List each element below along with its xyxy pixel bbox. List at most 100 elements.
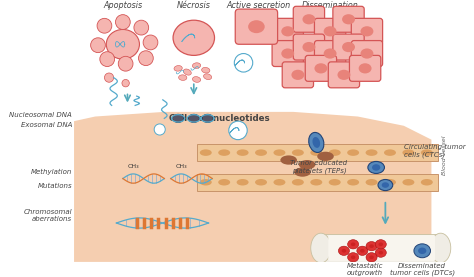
FancyBboxPatch shape <box>272 18 303 44</box>
Text: Tumor educated
platelets (TEPs): Tumor educated platelets (TEPs) <box>291 160 347 174</box>
Ellipse shape <box>281 48 294 59</box>
Ellipse shape <box>292 149 304 156</box>
Ellipse shape <box>382 182 389 188</box>
Ellipse shape <box>192 77 201 82</box>
Ellipse shape <box>299 160 315 169</box>
Ellipse shape <box>342 14 355 24</box>
Circle shape <box>118 56 133 71</box>
Ellipse shape <box>280 155 297 165</box>
FancyBboxPatch shape <box>351 40 383 66</box>
Ellipse shape <box>430 233 451 263</box>
Ellipse shape <box>255 149 267 156</box>
Ellipse shape <box>378 179 393 191</box>
Text: Apoptosis: Apoptosis <box>103 1 142 10</box>
Ellipse shape <box>311 233 331 263</box>
Text: Circulating tumor
cells (CTCs): Circulating tumor cells (CTCs) <box>404 144 465 158</box>
FancyBboxPatch shape <box>349 55 381 81</box>
Circle shape <box>138 51 153 66</box>
Ellipse shape <box>384 179 396 186</box>
Ellipse shape <box>337 70 350 80</box>
Ellipse shape <box>351 242 356 246</box>
Text: Dissemination: Dissemination <box>301 1 358 10</box>
Ellipse shape <box>369 255 374 259</box>
Text: Methylation: Methylation <box>31 169 72 175</box>
Ellipse shape <box>179 75 187 81</box>
FancyBboxPatch shape <box>328 235 435 261</box>
Text: Chromosomal
aberrations: Chromosomal aberrations <box>24 209 72 222</box>
Ellipse shape <box>369 244 374 248</box>
Ellipse shape <box>421 149 433 156</box>
Text: CH₃: CH₃ <box>128 164 140 169</box>
Circle shape <box>100 52 115 66</box>
FancyBboxPatch shape <box>272 40 303 66</box>
Ellipse shape <box>302 42 315 52</box>
Ellipse shape <box>347 240 359 249</box>
FancyBboxPatch shape <box>328 62 360 88</box>
Ellipse shape <box>368 161 384 173</box>
Ellipse shape <box>357 246 368 255</box>
Ellipse shape <box>366 253 377 262</box>
Ellipse shape <box>324 26 337 36</box>
Text: Disseminated
tumor cells (DTCs): Disseminated tumor cells (DTCs) <box>390 263 455 276</box>
Ellipse shape <box>255 179 267 186</box>
Text: Exosomal DNA: Exosomal DNA <box>21 122 72 128</box>
Circle shape <box>116 15 130 29</box>
Ellipse shape <box>378 242 383 246</box>
FancyBboxPatch shape <box>197 144 438 161</box>
Circle shape <box>134 20 149 35</box>
Text: Nucleosomal DNA: Nucleosomal DNA <box>9 112 72 117</box>
FancyBboxPatch shape <box>235 9 278 44</box>
Text: Metastatic
outgrowth: Metastatic outgrowth <box>347 263 383 276</box>
Circle shape <box>91 38 105 53</box>
Ellipse shape <box>106 29 139 59</box>
Ellipse shape <box>310 179 322 186</box>
Ellipse shape <box>329 149 341 156</box>
Text: Blood vessel: Blood vessel <box>442 135 447 175</box>
Ellipse shape <box>281 26 294 36</box>
Ellipse shape <box>361 48 374 59</box>
Ellipse shape <box>302 14 315 24</box>
Text: Active secretion: Active secretion <box>226 1 291 10</box>
Ellipse shape <box>347 179 359 186</box>
Ellipse shape <box>310 149 322 156</box>
Ellipse shape <box>292 70 304 80</box>
Ellipse shape <box>237 179 248 186</box>
Ellipse shape <box>366 242 377 251</box>
Ellipse shape <box>375 248 386 257</box>
Ellipse shape <box>312 137 320 148</box>
Ellipse shape <box>173 20 215 55</box>
Text: Nécrosis: Nécrosis <box>177 1 211 10</box>
Ellipse shape <box>347 149 359 156</box>
Ellipse shape <box>183 69 191 75</box>
FancyBboxPatch shape <box>314 40 346 66</box>
Circle shape <box>122 79 129 87</box>
FancyBboxPatch shape <box>351 18 383 44</box>
Ellipse shape <box>200 149 212 156</box>
Circle shape <box>234 53 253 72</box>
Ellipse shape <box>202 67 210 73</box>
Ellipse shape <box>174 65 182 71</box>
Ellipse shape <box>248 20 264 33</box>
Circle shape <box>97 18 112 33</box>
Ellipse shape <box>375 240 386 249</box>
Ellipse shape <box>342 42 355 52</box>
Text: Mutations: Mutations <box>37 183 72 189</box>
Ellipse shape <box>402 149 414 156</box>
Ellipse shape <box>365 149 378 156</box>
Ellipse shape <box>273 149 285 156</box>
Ellipse shape <box>237 149 248 156</box>
Ellipse shape <box>314 63 328 73</box>
Ellipse shape <box>418 248 426 254</box>
FancyBboxPatch shape <box>333 34 364 60</box>
FancyBboxPatch shape <box>282 62 313 88</box>
Ellipse shape <box>378 251 383 255</box>
Ellipse shape <box>365 179 378 186</box>
FancyBboxPatch shape <box>305 55 337 81</box>
Ellipse shape <box>421 179 433 186</box>
FancyBboxPatch shape <box>333 6 364 32</box>
Ellipse shape <box>372 164 380 171</box>
Ellipse shape <box>414 244 430 258</box>
FancyBboxPatch shape <box>197 174 438 191</box>
Text: CH₃: CH₃ <box>176 164 188 169</box>
Circle shape <box>143 35 158 50</box>
